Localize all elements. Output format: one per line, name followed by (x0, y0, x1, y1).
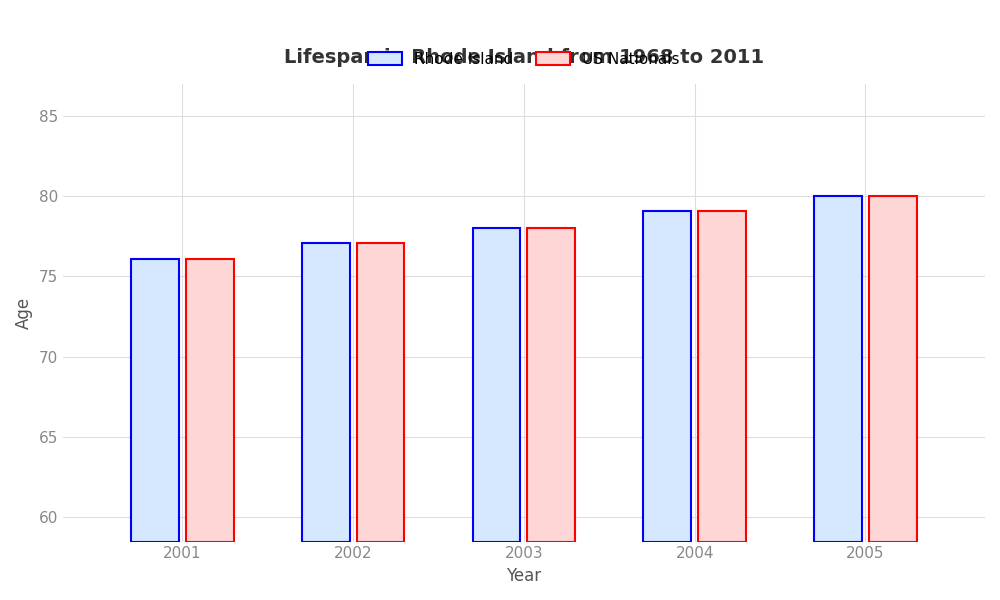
X-axis label: Year: Year (506, 567, 541, 585)
Bar (698, 211, 746, 542)
Bar (643, 211, 691, 542)
Bar (814, 196, 862, 542)
Bar (527, 228, 575, 542)
Bar (357, 242, 404, 542)
Bar (302, 242, 350, 542)
Y-axis label: Age: Age (15, 296, 33, 329)
Bar (186, 259, 234, 542)
Title: Lifespan in Rhode Island from 1968 to 2011: Lifespan in Rhode Island from 1968 to 20… (284, 48, 764, 67)
Legend: Rhode Island, US Nationals: Rhode Island, US Nationals (362, 46, 686, 73)
Bar (869, 196, 917, 542)
Bar (473, 228, 520, 542)
Bar (131, 259, 179, 542)
